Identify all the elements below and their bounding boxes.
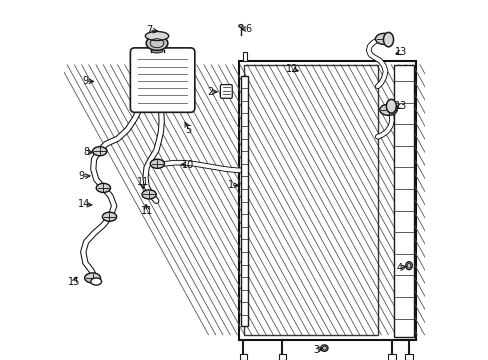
Text: 13: 13 xyxy=(394,101,407,111)
Text: 15: 15 xyxy=(68,276,81,287)
Text: 8: 8 xyxy=(83,147,89,157)
Bar xyxy=(393,65,413,337)
Ellipse shape xyxy=(92,147,107,156)
Text: 7: 7 xyxy=(146,25,152,35)
FancyBboxPatch shape xyxy=(220,85,232,98)
Bar xyxy=(244,65,377,335)
Bar xyxy=(241,76,247,326)
FancyBboxPatch shape xyxy=(130,48,194,112)
Text: 14: 14 xyxy=(78,199,90,210)
Bar xyxy=(405,354,412,360)
Bar xyxy=(278,354,285,360)
Text: 13: 13 xyxy=(394,47,407,57)
Ellipse shape xyxy=(145,31,168,40)
Text: 2: 2 xyxy=(207,87,213,97)
Ellipse shape xyxy=(405,262,411,270)
Text: 12: 12 xyxy=(285,64,298,74)
Text: 5: 5 xyxy=(185,125,191,135)
Ellipse shape xyxy=(375,33,392,44)
Text: 11: 11 xyxy=(140,206,152,216)
Text: 4: 4 xyxy=(395,263,402,273)
Ellipse shape xyxy=(146,36,167,50)
Ellipse shape xyxy=(320,345,327,351)
Ellipse shape xyxy=(84,273,101,283)
Text: 3: 3 xyxy=(313,345,319,355)
Bar xyxy=(387,354,395,360)
Text: 10: 10 xyxy=(182,159,194,170)
Bar xyxy=(239,61,415,340)
Ellipse shape xyxy=(150,159,164,168)
Ellipse shape xyxy=(383,32,393,47)
Ellipse shape xyxy=(238,24,243,27)
Ellipse shape xyxy=(379,104,396,115)
Ellipse shape xyxy=(102,212,117,221)
Text: 9: 9 xyxy=(79,171,85,181)
Text: 6: 6 xyxy=(244,24,251,34)
Text: 9: 9 xyxy=(82,76,88,86)
Ellipse shape xyxy=(142,190,156,199)
Ellipse shape xyxy=(386,99,396,113)
Text: 1: 1 xyxy=(227,180,233,190)
Bar xyxy=(239,354,246,360)
Ellipse shape xyxy=(96,183,110,193)
Ellipse shape xyxy=(91,278,102,285)
Bar xyxy=(244,65,377,335)
Text: 11: 11 xyxy=(137,177,149,187)
Bar xyxy=(242,52,246,61)
Ellipse shape xyxy=(151,49,163,53)
